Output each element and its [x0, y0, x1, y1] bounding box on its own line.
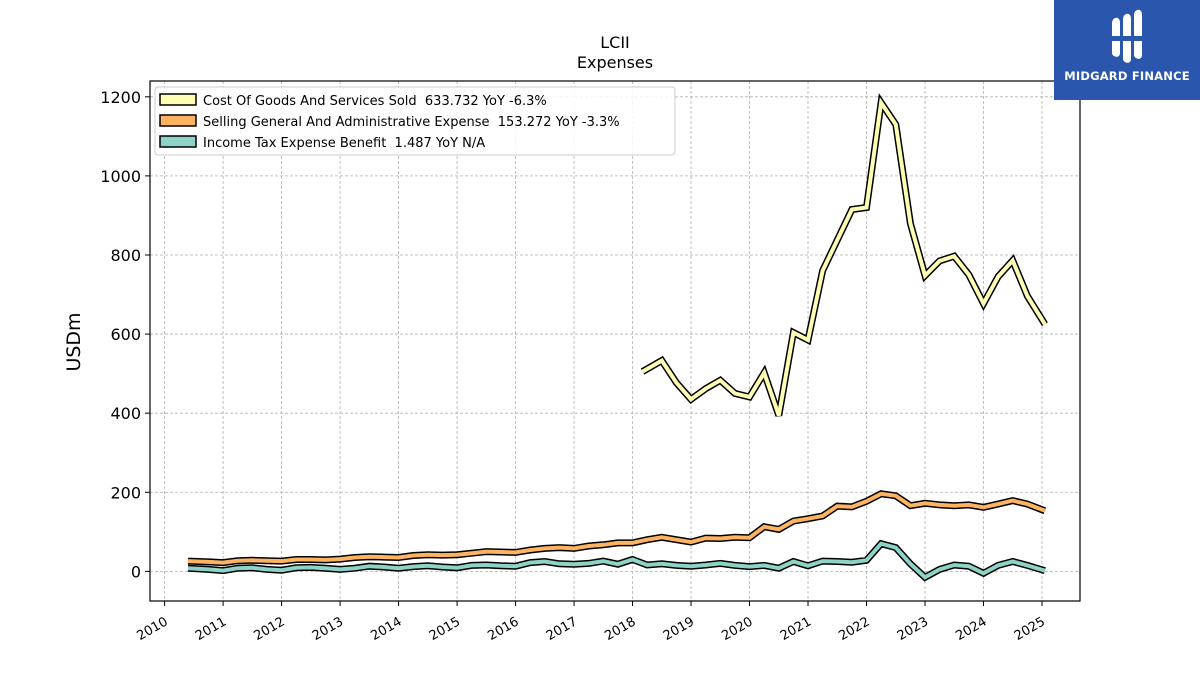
x-tick-label: 2022 [836, 614, 872, 644]
legend-label-0: Cost Of Goods And Services Sold 633.732 … [203, 94, 547, 109]
y-axis: 0 200 400 600 800 1000 1200 [100, 88, 150, 581]
y-tick-label: 400 [110, 404, 141, 423]
x-tick-label: 2011 [193, 614, 229, 644]
x-tick-label: 2010 [134, 614, 170, 644]
series-line-0 [641, 97, 1047, 417]
series-lines [187, 93, 1048, 582]
brand-logo: MIDGARD FINANCE [1054, 0, 1200, 100]
y-axis-label: USDm [63, 312, 85, 371]
grid-lines [150, 81, 1080, 601]
x-tick-label: 2014 [368, 614, 404, 644]
x-tick-label: 2017 [544, 614, 580, 644]
legend-label-1: Selling General And Administrative Expen… [203, 115, 620, 130]
x-axis: 2010 2011 2012 2013 2014 2015 2016 2017 2018 2019… [134, 601, 1048, 644]
series-line-1 [187, 491, 1046, 565]
chart-subtitle: Expenses [577, 53, 653, 72]
y-tick-label: 600 [110, 325, 141, 344]
series-line-outline-0 [640, 93, 1048, 417]
x-tick-label: 2013 [310, 614, 346, 644]
x-tick-label: 2021 [778, 614, 814, 644]
x-tick-label: 2023 [895, 614, 931, 644]
chart-title: LCII [600, 33, 630, 52]
brand-mark-icon [1110, 9, 1144, 63]
y-tick-label: 200 [110, 483, 141, 502]
legend-swatch-0 [159, 93, 197, 106]
legend-swatch-2 [159, 135, 197, 148]
brand-name: MIDGARD FINANCE [1064, 69, 1190, 83]
x-tick-label: 2015 [427, 614, 463, 644]
x-tick-label: 2020 [719, 614, 755, 644]
x-tick-label: 2016 [485, 614, 521, 644]
legend: Cost Of Goods And Services Sold 633.732 … [154, 86, 676, 156]
x-tick-label: 2025 [1012, 614, 1048, 644]
x-tick-label: 2024 [953, 614, 989, 644]
x-tick-label: 2012 [251, 614, 287, 644]
y-tick-label: 1200 [100, 88, 141, 107]
y-tick-label: 0 [131, 562, 141, 581]
x-tick-label: 2019 [661, 614, 697, 644]
series-line-2 [187, 541, 1046, 580]
y-tick-label: 1000 [100, 167, 141, 186]
legend-label-2: Income Tax Expense Benefit 1.487 YoY N/A [203, 136, 485, 151]
x-tick-label: 2018 [602, 614, 638, 644]
y-tick-label: 800 [110, 246, 141, 265]
legend-box [154, 86, 676, 156]
plot-frame [149, 80, 1081, 602]
legend-swatch-1 [159, 114, 197, 127]
